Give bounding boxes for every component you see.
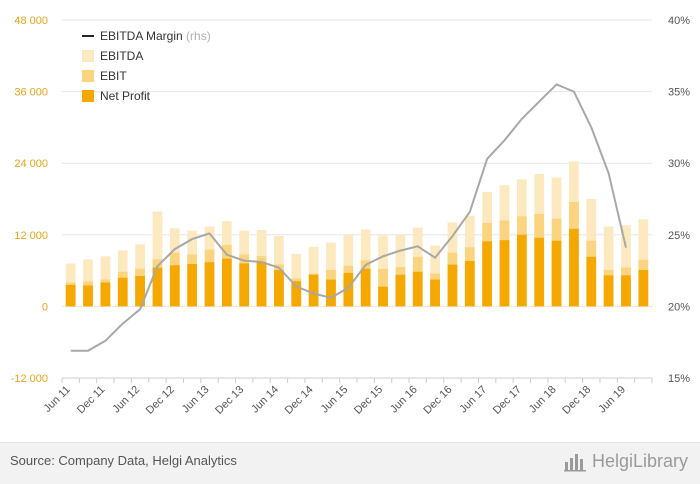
net-profit-bar	[205, 262, 215, 306]
x-tick-label: Jun 19	[596, 384, 628, 416]
net-profit-bar	[274, 270, 284, 306]
net-profit-bar	[448, 265, 458, 307]
net-profit-bar	[361, 269, 371, 307]
right-tick-label: 35%	[668, 87, 690, 99]
net-profit-bar	[378, 287, 388, 307]
net-profit-bar	[482, 241, 492, 306]
bars	[66, 161, 648, 306]
x-tick-label: Jun 15	[319, 384, 351, 416]
net-profit-bar	[413, 272, 423, 307]
net-profit-bar	[101, 283, 111, 307]
net-profit-bar	[66, 285, 76, 306]
legend-net_profit-label: Net Profit	[100, 89, 151, 103]
net-profit-bar	[517, 235, 527, 307]
x-tick-label: Jun 11	[42, 384, 73, 415]
net-profit-bar	[118, 278, 128, 307]
bar-chart-logo-icon	[564, 450, 588, 472]
right-tick-label: 25%	[668, 230, 690, 242]
x-tick-label: Dec 15	[352, 384, 385, 417]
left-tick-label: 12 000	[14, 230, 48, 242]
net-profit-bar	[638, 270, 648, 306]
x-tick-label: Dec 18	[560, 384, 593, 417]
right-tick-label: 15%	[668, 373, 690, 385]
net-profit-bar	[465, 261, 475, 306]
net-profit-bar	[552, 241, 562, 307]
x-tick-label: Jun 16	[388, 384, 420, 416]
net-profit-bar	[170, 265, 180, 306]
net-profit-bar	[586, 257, 596, 307]
net-profit-bar	[187, 264, 197, 306]
source-text: Source: Company Data, Helgi Analytics	[10, 453, 237, 468]
x-tick-label: Dec 12	[144, 384, 177, 417]
net-profit-bar	[396, 275, 406, 307]
helgi-library-logo[interactable]: HelgiLibrary	[564, 449, 688, 473]
left-axis: -12 000 0 12 000 24 000 36 000 48 000	[11, 15, 48, 385]
x-tick-label: Jun 12	[110, 384, 142, 416]
chart-svg: -12 000 0 12 000 24 000 36 000 48 000 15% 20% 2…	[0, 0, 700, 442]
net-profit-bar	[326, 280, 336, 307]
logo-text: HelgiLibrary	[592, 451, 688, 472]
net-profit-bar	[430, 280, 440, 307]
net-profit-bar	[239, 263, 249, 306]
x-tick-label: Jun 17	[457, 384, 489, 416]
left-tick-label: 48 000	[14, 15, 48, 27]
legend-rhs-suffix: (rhs)	[183, 29, 211, 43]
legend-margin-label: EBITDA Margin (rhs)	[100, 29, 211, 43]
right-tick-label: 40%	[668, 15, 690, 27]
left-tick-label: 24 000	[14, 158, 48, 170]
left-tick-label: 36 000	[14, 87, 48, 99]
right-tick-label: 30%	[668, 158, 690, 170]
legend-ebit-swatch	[82, 70, 94, 82]
net-profit-bar	[500, 240, 510, 306]
legend-ebit-label: EBIT	[100, 69, 127, 83]
legend-ebitda-swatch	[82, 50, 94, 62]
net-profit-bar	[621, 275, 631, 306]
x-tick-label: Jun 14	[249, 384, 281, 416]
left-tick-label: -12 000	[11, 373, 48, 385]
net-profit-bar	[569, 229, 579, 307]
x-tick-label: Jun 13	[180, 384, 212, 416]
x-tick-label: Jun 18	[527, 384, 559, 416]
net-profit-bar	[309, 275, 319, 307]
x-tick-label: Dec 16	[421, 384, 454, 417]
x-tick-label: Dec 11	[75, 384, 108, 417]
x-tick-label: Dec 13	[213, 384, 246, 417]
x-tick-label: Dec 14	[283, 384, 316, 417]
right-axis: 15% 20% 25% 30% 35% 40%	[668, 15, 690, 385]
net-profit-bar	[83, 286, 93, 307]
x-tick-label: Dec 17	[491, 384, 524, 417]
footer: Source: Company Data, Helgi Analytics He…	[0, 442, 700, 484]
legend-net_profit-swatch	[82, 90, 94, 102]
left-tick-label: 0	[42, 301, 48, 313]
net-profit-bar	[604, 275, 614, 306]
net-profit-bar	[222, 259, 232, 307]
right-tick-label: 20%	[668, 301, 690, 313]
net-profit-bar	[534, 238, 544, 307]
legend-ebitda-label: EBITDA	[100, 49, 143, 63]
grid-lines	[62, 20, 652, 378]
net-profit-bar	[257, 262, 267, 306]
